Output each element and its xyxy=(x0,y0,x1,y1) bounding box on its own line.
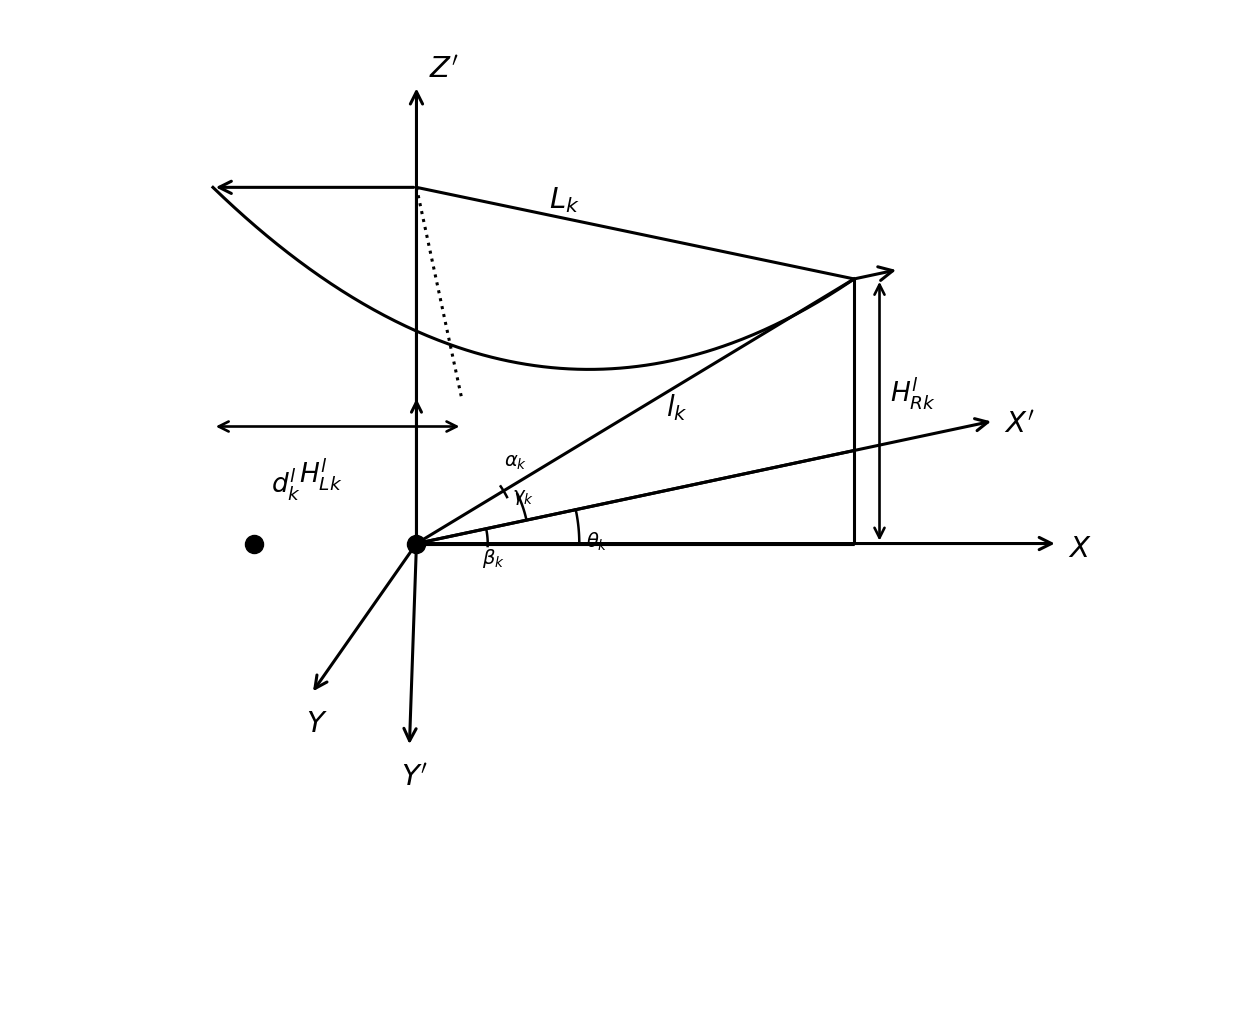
Text: $Y'$: $Y'$ xyxy=(402,762,428,792)
Text: $X$: $X$ xyxy=(1068,534,1091,562)
Text: $\gamma_k$: $\gamma_k$ xyxy=(512,488,534,507)
Text: $H_{Rk}^{l}$: $H_{Rk}^{l}$ xyxy=(889,374,936,410)
Text: $L_k$: $L_k$ xyxy=(549,185,579,214)
Text: $Z'$: $Z'$ xyxy=(429,54,459,83)
Text: $Y$: $Y$ xyxy=(306,709,329,739)
Text: $l_k$: $l_k$ xyxy=(666,392,687,423)
Text: $X'$: $X'$ xyxy=(1004,410,1034,439)
Text: $\alpha_k$: $\alpha_k$ xyxy=(503,453,527,472)
Text: $d_k^l$: $d_k^l$ xyxy=(272,466,301,502)
Text: $\beta_k$: $\beta_k$ xyxy=(482,547,505,570)
Text: $H_{Lk}^{l}$: $H_{Lk}^{l}$ xyxy=(299,456,343,492)
Text: $\theta_k$: $\theta_k$ xyxy=(587,531,609,553)
